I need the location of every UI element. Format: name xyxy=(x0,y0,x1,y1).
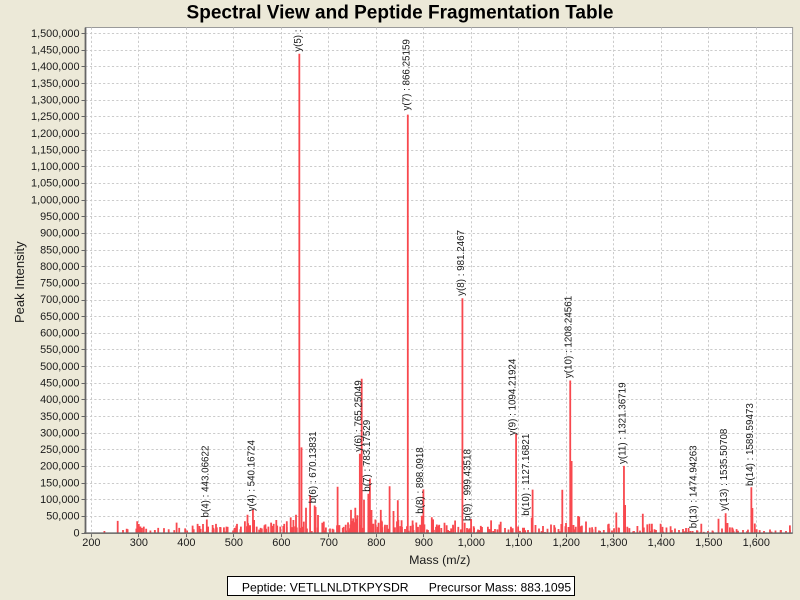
svg-text:750,000: 750,000 xyxy=(40,278,79,290)
svg-text:b(10) : 1127.16821: b(10) : 1127.16821 xyxy=(521,434,532,516)
svg-text:Mass (m/z): Mass (m/z) xyxy=(409,553,470,567)
svg-text:700,000: 700,000 xyxy=(40,294,79,306)
svg-text:150,000: 150,000 xyxy=(40,477,79,489)
svg-text:100,000: 100,000 xyxy=(40,494,79,506)
svg-text:y(6) : 765.25049: y(6) : 765.25049 xyxy=(353,380,364,451)
svg-text:350,000: 350,000 xyxy=(40,411,79,423)
svg-text:b(6) : 670.13831: b(6) : 670.13831 xyxy=(308,431,319,503)
svg-text:1,300: 1,300 xyxy=(600,537,627,549)
svg-text:b(9) : 999.43518: b(9) : 999.43518 xyxy=(463,449,474,521)
svg-text:1,400,000: 1,400,000 xyxy=(31,61,79,73)
svg-text:b(4) : 443.06622: b(4) : 443.06622 xyxy=(200,446,211,518)
svg-text:1,250,000: 1,250,000 xyxy=(31,111,79,123)
svg-text:500: 500 xyxy=(225,537,243,549)
svg-text:b(7) : 783.17529: b(7) : 783.17529 xyxy=(362,420,373,492)
svg-text:y(13) : 1535.50708: y(13) : 1535.50708 xyxy=(719,428,730,511)
svg-text:900: 900 xyxy=(415,537,433,549)
svg-text:1,000: 1,000 xyxy=(458,537,485,549)
svg-text:300: 300 xyxy=(130,537,148,549)
svg-text:800: 800 xyxy=(367,537,385,549)
svg-text:600,000: 600,000 xyxy=(40,328,79,340)
svg-text:Peak Intensity: Peak Intensity xyxy=(12,241,27,323)
svg-text:950,000: 950,000 xyxy=(40,211,79,223)
svg-text:y(9) : 1094.21924: y(9) : 1094.21924 xyxy=(508,358,519,435)
svg-text:650,000: 650,000 xyxy=(40,311,79,323)
svg-text:y(5) : 637.84766: y(5) : 637.84766 xyxy=(293,0,304,52)
svg-text:1,500,000: 1,500,000 xyxy=(31,28,79,40)
svg-text:Spectral View and Peptide Frag: Spectral View and Peptide Fragmentation … xyxy=(187,2,614,23)
svg-text:y(11) : 1321.36719: y(11) : 1321.36719 xyxy=(617,382,628,464)
svg-text:200: 200 xyxy=(82,537,100,549)
svg-text:1,350,000: 1,350,000 xyxy=(31,78,79,90)
svg-text:800,000: 800,000 xyxy=(40,261,79,273)
svg-text:y(4) : 540.16724: y(4) : 540.16724 xyxy=(246,440,257,512)
svg-text:1,000,000: 1,000,000 xyxy=(31,194,79,206)
svg-text:250,000: 250,000 xyxy=(40,444,79,456)
svg-text:b(8) : 898.0918: b(8) : 898.0918 xyxy=(415,447,426,514)
svg-text:200,000: 200,000 xyxy=(40,461,79,473)
svg-text:700: 700 xyxy=(320,537,338,549)
svg-text:1,400: 1,400 xyxy=(648,537,675,549)
svg-text:1,150,000: 1,150,000 xyxy=(31,144,79,156)
svg-text:b(13) : 1474.94263: b(13) : 1474.94263 xyxy=(688,445,699,528)
svg-text:Peptide: VETLLNLDTKPYSDR: Peptide: VETLLNLDTKPYSDR Precursor Mass:… xyxy=(242,581,572,595)
svg-text:50,000: 50,000 xyxy=(46,511,79,523)
svg-text:900,000: 900,000 xyxy=(40,228,79,240)
svg-text:450,000: 450,000 xyxy=(40,377,79,389)
svg-text:1,100: 1,100 xyxy=(505,537,532,549)
svg-text:1,450,000: 1,450,000 xyxy=(31,45,79,57)
svg-text:550,000: 550,000 xyxy=(40,344,79,356)
svg-text:1,500: 1,500 xyxy=(695,537,722,549)
svg-text:500,000: 500,000 xyxy=(40,361,79,373)
svg-text:400: 400 xyxy=(177,537,195,549)
svg-text:y(8) : 981.2467: y(8) : 981.2467 xyxy=(456,230,467,296)
svg-text:y(7) : 866.25159: y(7) : 866.25159 xyxy=(401,39,412,110)
svg-text:1,200,000: 1,200,000 xyxy=(31,128,79,140)
svg-text:y(10) : 1208.24561: y(10) : 1208.24561 xyxy=(564,296,575,378)
svg-text:1,200: 1,200 xyxy=(553,537,580,549)
svg-text:b(14) : 1589.59473: b(14) : 1589.59473 xyxy=(745,403,756,486)
svg-text:1,300,000: 1,300,000 xyxy=(31,94,79,106)
svg-text:1,050,000: 1,050,000 xyxy=(31,178,79,190)
svg-text:850,000: 850,000 xyxy=(40,244,79,256)
svg-text:1,100,000: 1,100,000 xyxy=(31,161,79,173)
svg-text:0: 0 xyxy=(73,527,79,539)
svg-text:1,600: 1,600 xyxy=(743,537,770,549)
svg-text:300,000: 300,000 xyxy=(40,427,79,439)
svg-text:600: 600 xyxy=(272,537,290,549)
svg-text:400,000: 400,000 xyxy=(40,394,79,406)
